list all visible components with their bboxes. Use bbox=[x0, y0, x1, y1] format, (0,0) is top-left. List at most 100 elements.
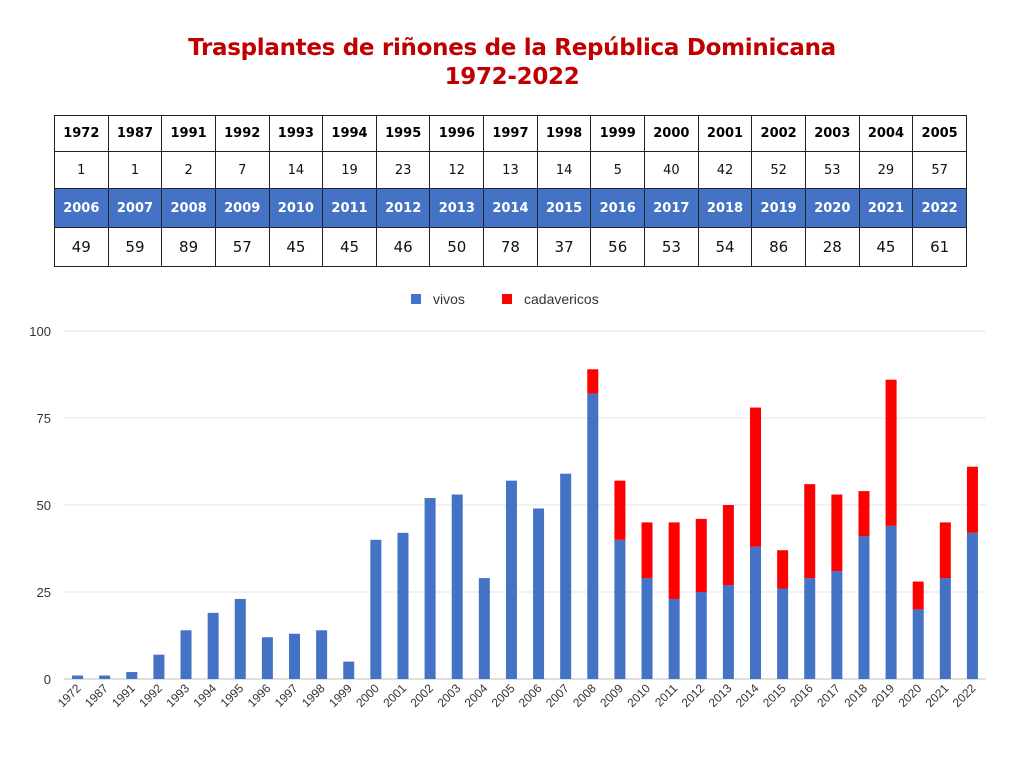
value-cell: 52 bbox=[751, 151, 806, 189]
bar-vivos-1999 bbox=[343, 661, 355, 679]
year-header-cell: 1994 bbox=[322, 115, 377, 152]
year-header-cell: 1991 bbox=[161, 115, 216, 152]
bar-vivos-2004 bbox=[478, 578, 490, 679]
bar-vivos-2016 bbox=[804, 578, 816, 679]
bar-vivos-2015 bbox=[777, 588, 789, 679]
bar-vivos-1995 bbox=[234, 598, 246, 679]
legend-swatch-cadavericos bbox=[502, 294, 512, 304]
x-tick-label: 1993 bbox=[163, 681, 192, 710]
x-tick-label: 1998 bbox=[299, 681, 328, 710]
bar-cadavericos-2020 bbox=[912, 581, 924, 610]
x-tick-label: 2022 bbox=[950, 681, 979, 710]
y-tick-label: 50 bbox=[37, 498, 51, 513]
bar-cadavericos-2008 bbox=[587, 369, 599, 394]
bar-vivos-2001 bbox=[397, 532, 409, 679]
value-cell: 59 bbox=[107, 227, 163, 267]
title-line-1: Trasplantes de riñones de la República D… bbox=[188, 35, 836, 61]
x-tick-label: 1991 bbox=[109, 681, 138, 710]
value-cell: 61 bbox=[912, 227, 967, 267]
x-tick-label: 2007 bbox=[543, 681, 572, 710]
x-tick-label: 2008 bbox=[570, 681, 599, 710]
x-tick-label: 2006 bbox=[516, 681, 545, 710]
bar-cadavericos-2016 bbox=[804, 484, 816, 579]
value-cell: 86 bbox=[751, 227, 806, 267]
year-header-cell: 1993 bbox=[268, 115, 324, 152]
year-header-cell: 2014 bbox=[483, 188, 538, 228]
y-axis-ticks: 0 25 50 75 100 bbox=[29, 324, 51, 687]
bar-vivos-2012 bbox=[695, 592, 707, 679]
x-tick-label: 2015 bbox=[760, 681, 789, 710]
bar-cadavericos-2018 bbox=[858, 491, 870, 537]
year-header-cell: 2022 bbox=[912, 188, 967, 228]
year-header-cell: 1997 bbox=[483, 115, 538, 152]
year-header-cell: 2018 bbox=[697, 188, 753, 228]
x-tick-label: 2021 bbox=[923, 681, 952, 710]
x-tick-label: 2020 bbox=[896, 681, 925, 710]
x-tick-label: 2018 bbox=[841, 681, 870, 710]
bar-vivos-1972 bbox=[72, 675, 84, 679]
value-cell: 53 bbox=[804, 151, 860, 189]
bar-vivos-2002 bbox=[424, 498, 436, 679]
bar-vivos-2017 bbox=[831, 571, 843, 679]
bar-vivos-1994 bbox=[207, 612, 219, 679]
value-cell: 46 bbox=[375, 227, 431, 267]
year-header-cell: 1999 bbox=[590, 115, 646, 152]
year-header-cell: 1987 bbox=[107, 115, 163, 152]
year-header-cell: 2010 bbox=[268, 188, 324, 228]
bars bbox=[72, 369, 978, 679]
stacked-bar-chart: vivos cadavericos 0 25 50 75 100 197219871991… bbox=[29, 291, 986, 710]
year-header-cell: 2021 bbox=[858, 188, 914, 228]
bar-vivos-2000 bbox=[370, 539, 382, 679]
legend-label-vivos: vivos bbox=[433, 291, 465, 307]
x-tick-label: 1999 bbox=[326, 681, 355, 710]
table-row-years-1: 1972 1987 1991 1992 1993 1994 1995 1996 1997 1998… bbox=[54, 115, 967, 152]
x-tick-label: 2005 bbox=[489, 681, 518, 710]
value-cell: 45 bbox=[268, 227, 324, 267]
x-tick-label: 1994 bbox=[190, 681, 219, 710]
bar-cadavericos-2015 bbox=[777, 550, 789, 589]
bar-vivos-1996 bbox=[261, 637, 273, 679]
bar-vivos-2005 bbox=[505, 480, 517, 679]
bar-vivos-2003 bbox=[451, 494, 463, 679]
year-header-cell: 1998 bbox=[536, 115, 592, 152]
x-tick-label: 1997 bbox=[272, 681, 301, 710]
bar-cadavericos-2021 bbox=[939, 522, 951, 579]
value-cell: 12 bbox=[429, 151, 485, 189]
year-header-cell: 2020 bbox=[804, 188, 860, 228]
year-header-cell: 2006 bbox=[54, 188, 109, 228]
bar-vivos-2010 bbox=[641, 578, 653, 679]
bar-vivos-2021 bbox=[939, 578, 951, 679]
bar-cadavericos-2019 bbox=[885, 379, 897, 526]
value-cell: 40 bbox=[644, 151, 699, 189]
bar-cadavericos-2010 bbox=[641, 522, 653, 579]
bar-vivos-2007 bbox=[560, 473, 572, 679]
x-tick-label: 2016 bbox=[787, 681, 816, 710]
value-cell: 5 bbox=[590, 151, 646, 189]
value-cell: 49 bbox=[54, 227, 109, 267]
bar-vivos-2009 bbox=[614, 539, 626, 679]
year-header-cell: 1995 bbox=[375, 115, 431, 152]
value-cell: 28 bbox=[804, 227, 860, 267]
year-header-cell: 2008 bbox=[161, 188, 216, 228]
value-cell: 45 bbox=[322, 227, 377, 267]
value-cell: 54 bbox=[697, 227, 753, 267]
year-header-cell: 1972 bbox=[54, 115, 109, 152]
x-tick-label: 2011 bbox=[652, 681, 680, 709]
x-tick-label: 2004 bbox=[462, 681, 491, 710]
x-tick-label: 1987 bbox=[82, 681, 111, 710]
value-cell: 14 bbox=[536, 151, 592, 189]
year-header-cell: 2003 bbox=[804, 115, 860, 152]
bar-vivos-2019 bbox=[885, 525, 897, 679]
bar-cadavericos-2009 bbox=[614, 480, 626, 540]
year-header-cell: 2000 bbox=[644, 115, 699, 152]
year-header-cell: 1992 bbox=[214, 115, 270, 152]
bar-vivos-1993 bbox=[180, 630, 192, 679]
bar-vivos-1987 bbox=[99, 675, 111, 679]
x-tick-label: 2019 bbox=[868, 681, 897, 710]
year-header-cell: 2002 bbox=[751, 115, 806, 152]
x-axis-ticks: 1972198719911992199319941995199619971998… bbox=[55, 681, 979, 710]
x-tick-label: 1996 bbox=[245, 681, 274, 710]
x-tick-label: 1972 bbox=[55, 681, 84, 710]
year-header-cell: 2001 bbox=[697, 115, 753, 152]
x-tick-label: 2000 bbox=[353, 681, 382, 710]
